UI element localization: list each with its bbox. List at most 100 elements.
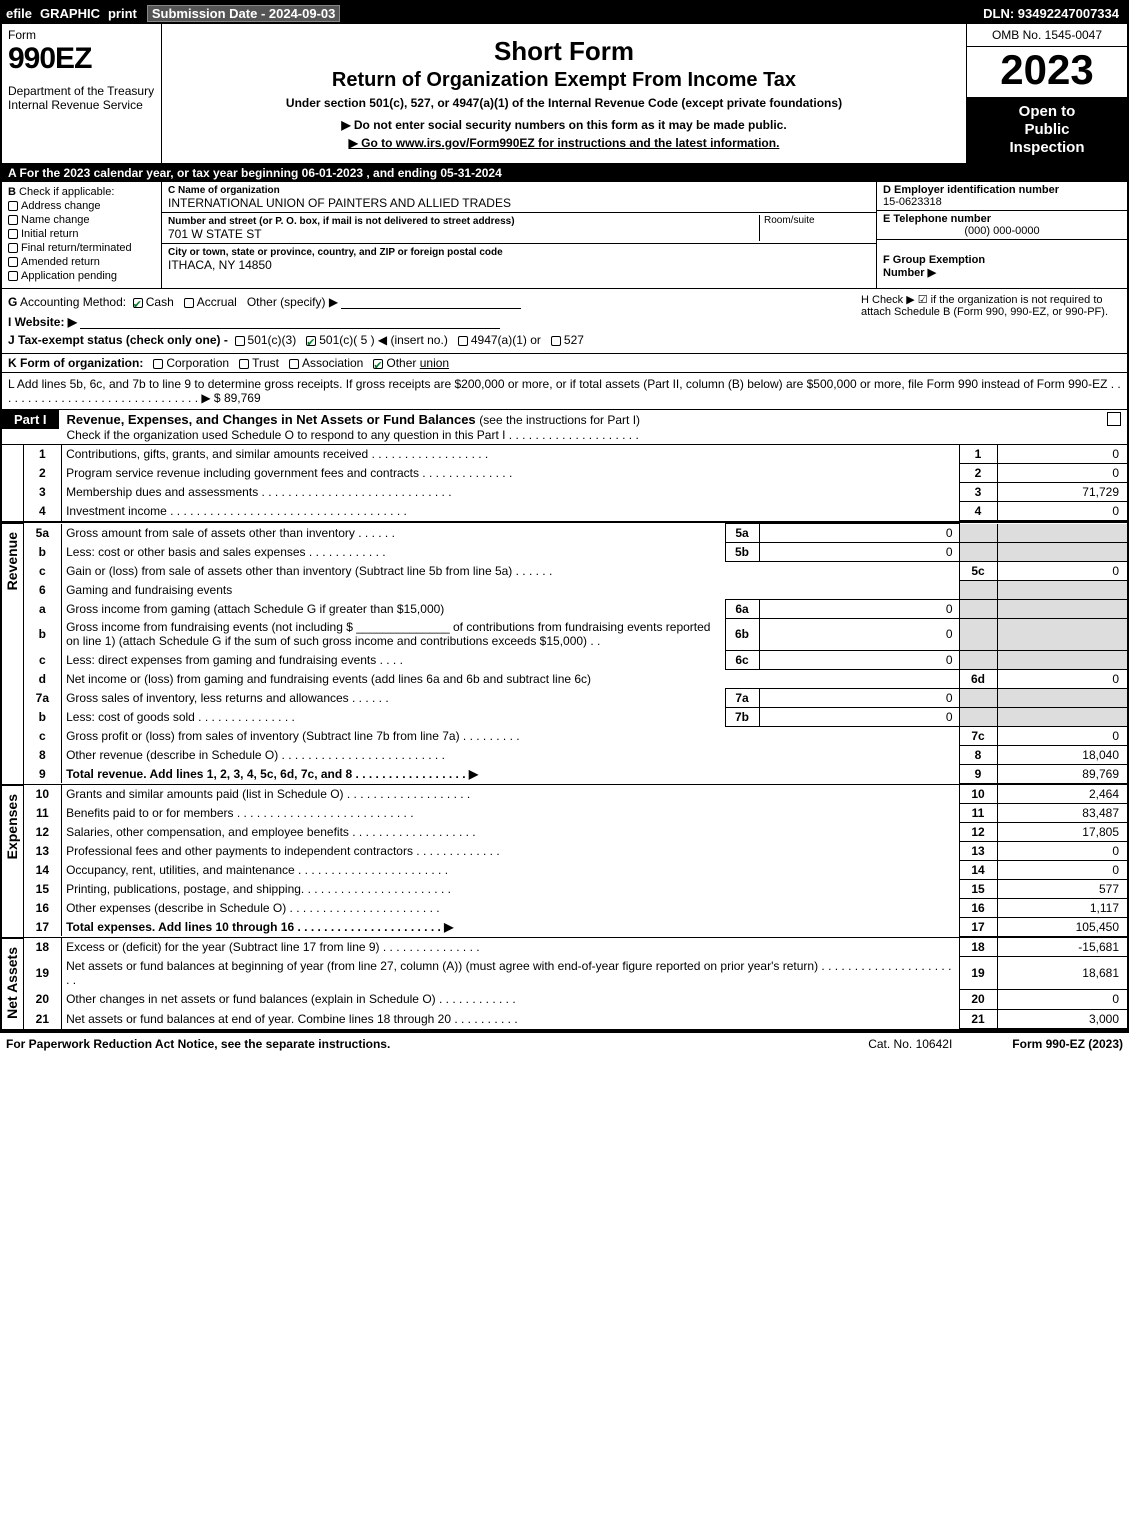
- opt-corporation: Corporation: [166, 356, 229, 370]
- line-18-num: 18: [24, 938, 62, 957]
- line-21-value: 3,000: [997, 1009, 1127, 1029]
- chk-corporation[interactable]: [153, 359, 163, 369]
- row-k: K Form of organization: Corporation Trus…: [2, 354, 1127, 373]
- opt-4947: 4947(a)(1) or: [471, 333, 541, 347]
- chk-final-return[interactable]: Final return/terminated: [8, 242, 155, 254]
- line-6b-subnum: 6b: [725, 618, 759, 650]
- other-specify-field[interactable]: [341, 295, 521, 309]
- line-16-rnum: 16: [959, 898, 997, 917]
- other-specify-label: Other (specify) ▶: [247, 295, 338, 309]
- tax-year: 2023: [967, 47, 1127, 97]
- line-15-desc: Printing, publications, postage, and shi…: [62, 879, 959, 898]
- part-1-header: Part I Revenue, Expenses, and Changes in…: [2, 410, 1127, 445]
- ein-label: D Employer identification number: [883, 184, 1059, 196]
- line-1-num: 1: [24, 445, 62, 464]
- line-j: J Tax-exempt status (check only one) - 5…: [8, 333, 1121, 347]
- line-7a-value: 0: [759, 688, 959, 707]
- chk-501c[interactable]: [306, 336, 316, 346]
- opt-trust: Trust: [252, 356, 279, 370]
- chk-address-change[interactable]: Address change: [8, 200, 155, 212]
- line-6c-rnum-shade: [959, 650, 997, 669]
- line-17-rnum: 17: [959, 917, 997, 936]
- short-form-title: Short Form: [168, 36, 960, 67]
- form-version: Form 990-EZ (2023): [1012, 1037, 1123, 1051]
- opt-527: 527: [564, 333, 584, 347]
- line-6a-rval-shade: [997, 599, 1127, 618]
- line-7a-subnum: 7a: [725, 688, 759, 707]
- line-6c-desc: Less: direct expenses from gaming and fu…: [62, 650, 725, 669]
- line-11-rnum: 11: [959, 803, 997, 822]
- line-21-rnum: 21: [959, 1009, 997, 1029]
- line-6b-desc: Gross income from fundraising events (no…: [62, 618, 725, 650]
- chk-association[interactable]: [289, 359, 299, 369]
- chk-accrual[interactable]: [184, 298, 194, 308]
- form-container: efile GRAPHIC print Submission Date - 20…: [0, 0, 1129, 1033]
- name-of-org-label: Name of organization: [178, 185, 280, 196]
- line-6a-desc: Gross income from gaming (attach Schedul…: [62, 599, 725, 618]
- goto-link[interactable]: ▶ Go to www.irs.gov/Form990EZ for instru…: [168, 136, 960, 150]
- catalog-number: Cat. No. 10642I: [868, 1037, 952, 1051]
- graphic-link[interactable]: GRAPHIC: [36, 6, 104, 21]
- other-org-value: union: [420, 356, 449, 370]
- line-15-rnum: 15: [959, 879, 997, 898]
- line-20-num: 20: [24, 990, 62, 1010]
- line-13-rnum: 13: [959, 841, 997, 860]
- line-4-num: 4: [24, 502, 62, 521]
- line-18-rnum: 18: [959, 938, 997, 957]
- title-row: Form 990EZ Department of the Treasury In…: [2, 24, 1127, 164]
- line-6a-value: 0: [759, 599, 959, 618]
- lines-18-21: 18Excess or (deficit) for the year (Subt…: [24, 938, 1127, 1030]
- line-5b-desc: Less: cost or other basis and sales expe…: [62, 543, 725, 562]
- opt-501c3: 501(c)(3): [248, 333, 297, 347]
- line-20-rnum: 20: [959, 990, 997, 1010]
- row-l: L Add lines 5b, 6c, and 7b to line 9 to …: [2, 373, 1127, 410]
- line-21-desc: Net assets or fund balances at end of ye…: [62, 1009, 959, 1029]
- cash-label: Cash: [146, 295, 174, 309]
- line-6a-subnum: 6a: [725, 599, 759, 618]
- chk-application-pending[interactable]: Application pending: [8, 270, 155, 282]
- submission-date-button[interactable]: Submission Date - 2024-09-03: [147, 5, 341, 22]
- chk-527[interactable]: [551, 336, 561, 346]
- line-5b-num: b: [24, 543, 62, 562]
- line-6d-desc: Net income or (loss) from gaming and fun…: [62, 669, 959, 688]
- chk-501c3[interactable]: [235, 336, 245, 346]
- line-9-num: 9: [24, 764, 62, 783]
- line-11-value: 83,487: [997, 803, 1127, 822]
- line-7c-num: c: [24, 726, 62, 745]
- chk-name-change[interactable]: Name change: [8, 214, 155, 226]
- section-c-name-address: C Name of organization INTERNATIONAL UNI…: [162, 182, 877, 288]
- lines-10-17: 10Grants and similar amounts paid (list …: [24, 785, 1127, 937]
- chk-other-org[interactable]: [373, 359, 383, 369]
- part-1-badge: Part I: [2, 410, 59, 429]
- efile-link[interactable]: efile: [2, 6, 36, 21]
- line-14-desc: Occupancy, rent, utilities, and maintena…: [62, 860, 959, 879]
- b-label: B: [8, 186, 16, 198]
- line-19-num: 19: [24, 957, 62, 990]
- chk-4947[interactable]: [458, 336, 468, 346]
- print-link[interactable]: print: [104, 6, 141, 21]
- section-d-e-f: D Employer identification number 15-0623…: [877, 182, 1127, 288]
- form-word: Form: [8, 28, 155, 42]
- chk-initial-return[interactable]: Initial return: [8, 228, 155, 240]
- line-6-num: 6: [24, 581, 62, 600]
- line-3-value: 71,729: [997, 483, 1127, 502]
- chk-trust[interactable]: [239, 359, 249, 369]
- lines-1-4: 1Contributions, gifts, grants, and simil…: [24, 445, 1127, 521]
- row-a-tax-year: A For the 2023 calendar year, or tax yea…: [2, 164, 1127, 182]
- chk-cash[interactable]: [133, 298, 143, 308]
- line-4-desc: Investment income . . . . . . . . . . . …: [62, 502, 959, 521]
- line-5a-value: 0: [759, 524, 959, 543]
- schedule-o-checkbox[interactable]: [1107, 412, 1121, 426]
- line-7a-num: 7a: [24, 688, 62, 707]
- expenses-category-label: Expenses: [2, 785, 24, 937]
- line-2-desc: Program service revenue including govern…: [62, 464, 959, 483]
- website-field[interactable]: [80, 315, 500, 329]
- line-12-num: 12: [24, 822, 62, 841]
- street-label: Number and street (or P. O. box, if mail…: [168, 216, 515, 227]
- line-7c-rnum: 7c: [959, 726, 997, 745]
- street-value: 701 W STATE ST: [168, 227, 262, 241]
- line-17-value: 105,450: [997, 917, 1127, 936]
- line-6c-num: c: [24, 650, 62, 669]
- opt-other: Other: [386, 356, 416, 370]
- chk-amended-return[interactable]: Amended return: [8, 256, 155, 268]
